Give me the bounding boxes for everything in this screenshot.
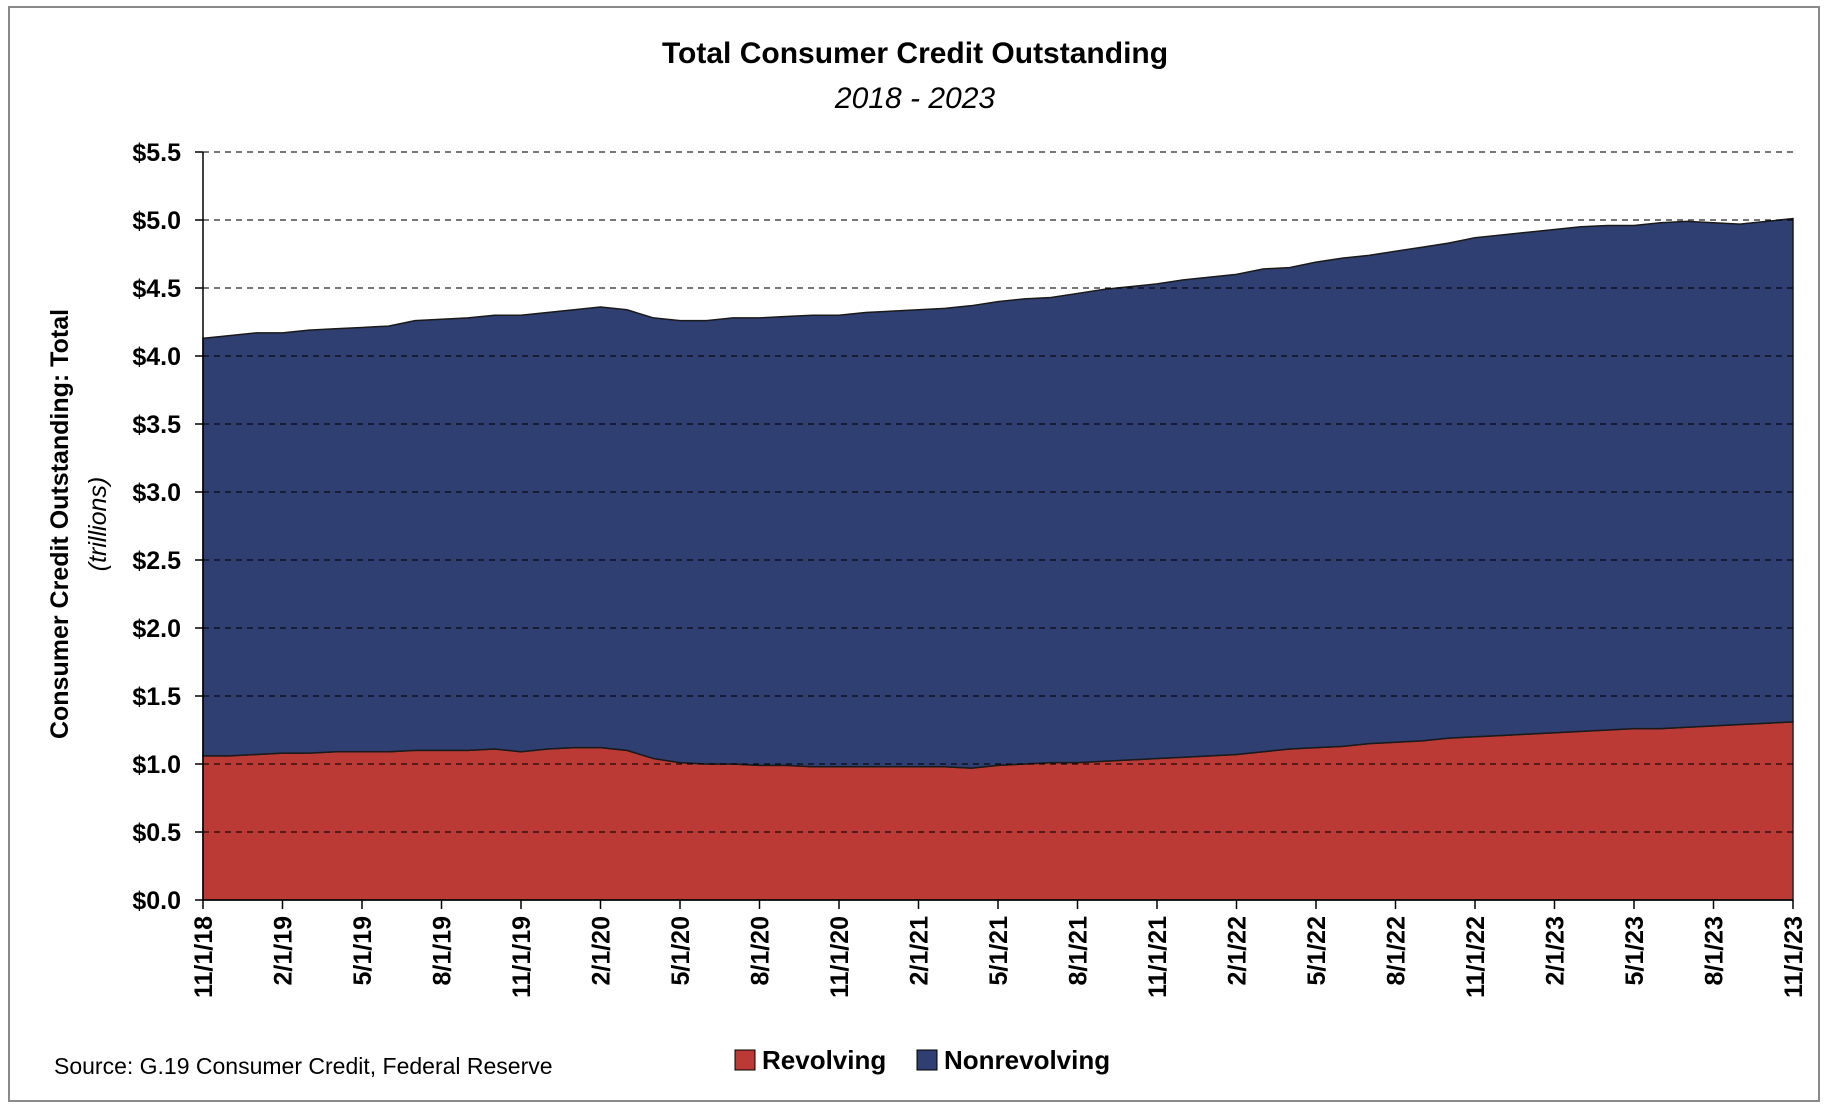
x-tick-label: 8/1/21 — [1065, 916, 1093, 986]
legend-item-nonrevolving-swatch — [916, 1049, 938, 1071]
x-tick-label: 2/1/22 — [1224, 916, 1252, 986]
x-tick-label: 2/1/23 — [1542, 916, 1570, 986]
y-axis-unit-label: (trillions) — [84, 477, 112, 571]
y-tick-label: $0.0 — [132, 887, 181, 915]
series-area-nonrevolving — [202, 217, 1794, 769]
x-tick-label: 8/1/22 — [1383, 916, 1411, 986]
x-tick-label: 11/1/19 — [508, 916, 536, 998]
y-axis-unit: (trillions) — [84, 477, 112, 571]
x-tick-label: 5/1/21 — [985, 916, 1013, 986]
chart-title: Total Consumer Credit Outstanding — [662, 37, 1168, 70]
y-tick-label: $1.5 — [132, 683, 181, 711]
chart-subtitle: 2018 - 2023 — [834, 82, 995, 115]
y-tick-label: $4.5 — [132, 275, 181, 303]
x-tick-label: 2/1/21 — [906, 916, 934, 986]
gridlines — [203, 151, 1793, 833]
x-tick-label: 8/1/23 — [1701, 916, 1729, 986]
y-tick-label: $1.0 — [132, 751, 181, 779]
x-tick-label: 11/1/20 — [826, 916, 854, 998]
legend-item-revolving-swatch — [734, 1049, 756, 1071]
y-tick-labels: $0.0 $0.5 $1.0 $1.5 $2.0 $2.5 $3.0 $3.5 $4.0 $4.5… — [132, 139, 181, 915]
x-tick-label: 5/1/20 — [667, 916, 695, 986]
y-axis-title: Consumer Credit Outstanding: Total — [46, 309, 74, 739]
x-tick-labels: 11/1/18 2/1/19 5/1/19 8/1/19 11/1/19 2/1/20 5/… — [190, 916, 1808, 998]
x-tick-label: 5/1/19 — [349, 916, 377, 986]
x-tick-label: 11/1/18 — [190, 916, 218, 998]
x-tick-label: 2/1/20 — [588, 916, 616, 986]
plot-area — [202, 217, 1794, 901]
x-tick-label: 2/1/19 — [270, 916, 298, 986]
legend-item-nonrevolving-label: Nonrevolving — [944, 1045, 1110, 1075]
source-note: Source: G.19 Consumer Credit, Federal Re… — [54, 1053, 553, 1079]
x-tick-label: 8/1/19 — [429, 916, 457, 986]
y-tick-label: $3.0 — [132, 479, 181, 507]
y-tick-label: $0.5 — [132, 819, 181, 847]
y-tick-label: $5.0 — [132, 207, 181, 235]
y-axis-label: Consumer Credit Outstanding: Total — [46, 309, 74, 739]
x-tick-label: 11/1/22 — [1462, 916, 1490, 998]
x-tick-label: 8/1/20 — [747, 916, 775, 986]
x-tick-label: 5/1/22 — [1303, 916, 1331, 986]
x-tick-label: 11/1/21 — [1144, 916, 1172, 998]
x-tick-label: 5/1/23 — [1621, 916, 1649, 986]
legend: Revolving Nonrevolving — [734, 1045, 1110, 1075]
axes — [195, 151, 1794, 909]
x-tick-label: 11/1/23 — [1780, 916, 1808, 998]
y-tick-label: $2.5 — [132, 547, 181, 575]
y-tick-label: $2.0 — [132, 615, 181, 643]
y-tick-label: $4.0 — [132, 343, 181, 371]
y-tick-label: $5.5 — [132, 139, 181, 167]
y-tick-label: $3.5 — [132, 411, 181, 439]
legend-item-revolving-label: Revolving — [762, 1045, 886, 1075]
